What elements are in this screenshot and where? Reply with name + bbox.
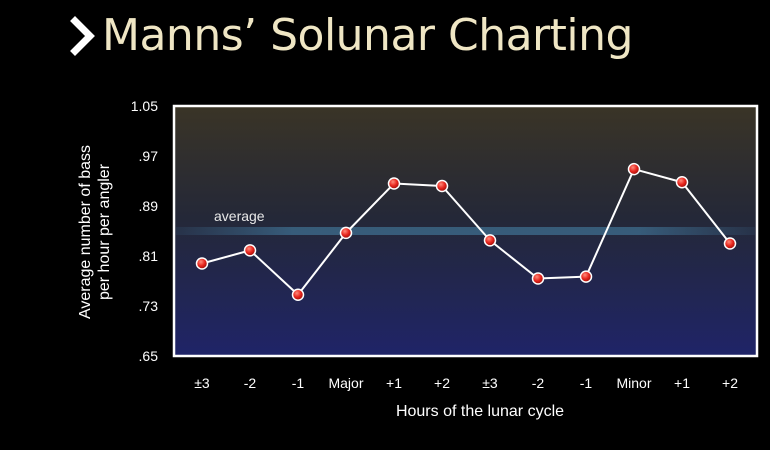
- data-point: [675, 176, 689, 189]
- reference-layer: average: [176, 208, 755, 235]
- x-tick-label: +1: [386, 375, 402, 391]
- y-axis-label-line-2: per hour per angler: [96, 163, 113, 300]
- x-tick-label: +1: [674, 375, 690, 391]
- x-tick-label: +2: [434, 375, 450, 391]
- title-row: Manns’ Solunar Charting: [70, 10, 633, 61]
- x-tick-label: Major: [328, 375, 363, 391]
- y-tick-label: .65: [139, 348, 159, 364]
- x-tick-label: ±3: [194, 375, 210, 391]
- average-reference-label: average: [214, 208, 265, 224]
- data-point: [723, 237, 737, 250]
- x-axis-ticks: ±3 -2 -1 Major +1 +2 ±3 -2 -1 Minor +1 +2: [194, 375, 738, 391]
- series-layer: [195, 162, 737, 301]
- data-point: [195, 257, 209, 270]
- x-tick-label: ±3: [482, 375, 498, 391]
- chevron-right-icon: [70, 15, 95, 56]
- y-axis-ticks: .65 .73 .81 .89 .97 1.05: [131, 98, 158, 364]
- page-title: Manns’ Solunar Charting: [102, 10, 633, 61]
- y-axis-label: Average number of bass per hour per angl…: [77, 145, 113, 319]
- data-point: [339, 226, 353, 240]
- data-point: [531, 272, 545, 285]
- data-point: [483, 234, 497, 247]
- data-point: [579, 270, 593, 283]
- data-point: [387, 177, 401, 190]
- series-line: [201, 168, 731, 296]
- y-tick-label: .73: [139, 298, 159, 314]
- y-tick-label: .97: [139, 148, 159, 164]
- y-tick-label: .81: [139, 248, 159, 264]
- data-point: [291, 288, 305, 301]
- x-tick-label: -1: [580, 375, 593, 391]
- x-tick-label: Minor: [616, 375, 651, 391]
- data-point: [627, 162, 641, 176]
- x-tick-label: -2: [244, 375, 257, 391]
- y-tick-label: .89: [139, 198, 159, 214]
- data-point: [435, 179, 449, 193]
- data-point: [243, 244, 257, 257]
- x-tick-label: +2: [722, 375, 738, 391]
- x-tick-label: -2: [532, 375, 545, 391]
- x-tick-label: -1: [292, 375, 305, 391]
- x-axis-label: Hours of the lunar cycle: [396, 403, 564, 420]
- y-axis-label-line-1: Average number of bass: [77, 145, 94, 319]
- y-tick-label: 1.05: [131, 98, 158, 114]
